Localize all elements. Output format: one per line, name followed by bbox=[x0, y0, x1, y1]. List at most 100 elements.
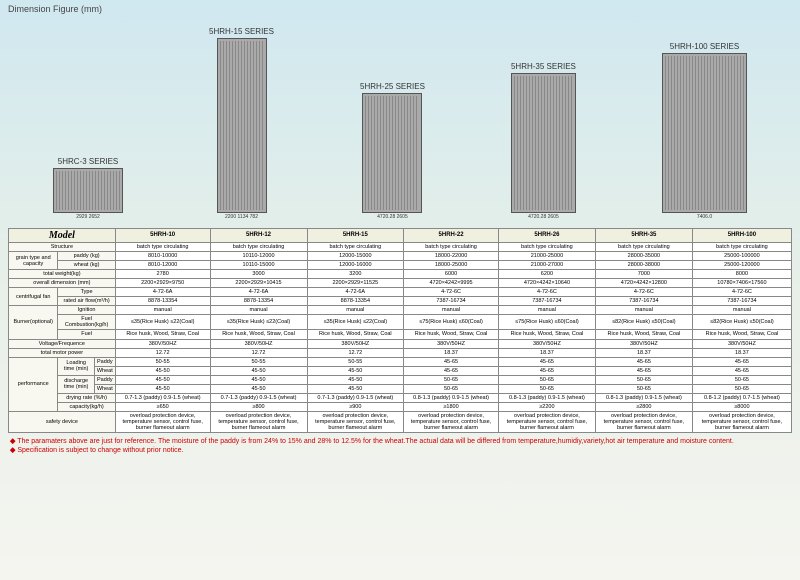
cell: 21000-25000 bbox=[498, 252, 595, 261]
machine-diagram bbox=[362, 93, 422, 213]
cell: 45-65 bbox=[692, 357, 791, 366]
cell: 45-50 bbox=[210, 375, 307, 384]
cell: 45-50 bbox=[115, 366, 210, 375]
cell: ≤35(Rice Husk) ≤22(Coal) bbox=[210, 315, 307, 330]
cell: 45-50 bbox=[307, 366, 404, 375]
cell: 45-50 bbox=[307, 375, 404, 384]
cell: 2780 bbox=[115, 270, 210, 279]
cell: 2200×2929×11525 bbox=[307, 279, 404, 288]
cell: 8878-13354 bbox=[307, 297, 404, 306]
row-label: Fuel bbox=[58, 330, 115, 339]
cell: 45-65 bbox=[498, 357, 595, 366]
cell: 18.37 bbox=[498, 348, 595, 357]
cell: manual bbox=[404, 306, 499, 315]
dimension-label: 7406.0 bbox=[697, 214, 712, 220]
cell: 2200×2929×10415 bbox=[210, 279, 307, 288]
cell: batch type circulating bbox=[498, 243, 595, 252]
series-label: 5HRH-25 SERIES bbox=[360, 82, 425, 91]
cell: 45-65 bbox=[595, 366, 692, 375]
spec-table: Model 5HRH-10 5HRH-12 5HRH-15 5HRH-22 5H… bbox=[8, 228, 792, 433]
cell: overload protection device, temperature … bbox=[595, 411, 692, 432]
cell: 50-55 bbox=[210, 357, 307, 366]
cell: ≥800 bbox=[210, 402, 307, 411]
cell: 18.37 bbox=[404, 348, 499, 357]
row-label: Paddy bbox=[94, 357, 115, 366]
cell: overload protection device, temperature … bbox=[404, 411, 499, 432]
cell: 4-72-6A bbox=[115, 288, 210, 297]
cell: 4720×4242×9995 bbox=[404, 279, 499, 288]
cell: 10780×7406×17560 bbox=[692, 279, 791, 288]
cell: 45-65 bbox=[404, 366, 499, 375]
cell: 50-65 bbox=[692, 375, 791, 384]
cell: 18.37 bbox=[595, 348, 692, 357]
col-header: 5HRH-22 bbox=[404, 229, 499, 243]
row-label: paddy (kg) bbox=[58, 252, 115, 261]
cell: 28000-38000 bbox=[595, 261, 692, 270]
cell: 45-65 bbox=[692, 366, 791, 375]
cell: 4-72-6A bbox=[210, 288, 307, 297]
cell: manual bbox=[115, 306, 210, 315]
cell: 21000-27000 bbox=[498, 261, 595, 270]
cell: 7387-16734 bbox=[498, 297, 595, 306]
cell: manual bbox=[595, 306, 692, 315]
cell: 50-65 bbox=[595, 384, 692, 393]
row-label: safety device bbox=[9, 411, 116, 432]
cell: 12.72 bbox=[210, 348, 307, 357]
cell: batch type circulating bbox=[210, 243, 307, 252]
row-label: overall dimension (mm) bbox=[9, 279, 116, 288]
cell: Rice husk, Wood, Straw, Coal bbox=[692, 330, 791, 339]
cell: 50-65 bbox=[595, 375, 692, 384]
cell: 4-72-6A bbox=[307, 288, 404, 297]
cell: 0.8-1.3 (paddy) 0.9-1.5 (wheat) bbox=[595, 393, 692, 402]
cell: 7387-16734 bbox=[595, 297, 692, 306]
cell: 45-50 bbox=[210, 366, 307, 375]
group-label: centrifugal fan bbox=[9, 288, 58, 306]
cell: 8000 bbox=[692, 270, 791, 279]
col-header: 5HRH-12 bbox=[210, 229, 307, 243]
cell: overload protection device, temperature … bbox=[307, 411, 404, 432]
cell: 7387-16734 bbox=[692, 297, 791, 306]
cell: 380V/50HZ bbox=[692, 339, 791, 348]
cell: ≤75(Rice Husk) ≤60(Coal) bbox=[404, 315, 499, 330]
cell: 50-65 bbox=[404, 375, 499, 384]
cell: 50-65 bbox=[498, 375, 595, 384]
cell: 380V/50HZ bbox=[307, 339, 404, 348]
cell: 8878-13354 bbox=[115, 297, 210, 306]
sub-group: Loading time (min) bbox=[58, 357, 94, 375]
diagram-group: 5HRH-35 SERIES4720.28 2605 bbox=[511, 62, 576, 220]
cell: 0.8-1.2 (paddy) 0.7-1.5 (wheat) bbox=[692, 393, 791, 402]
cell: ≤82(Rice Husk) ≤50(Coal) bbox=[692, 315, 791, 330]
cell: 28000-35000 bbox=[595, 252, 692, 261]
cell: Rice husk, Wood, Straw, Coal bbox=[115, 330, 210, 339]
group-label: grain type and capacity bbox=[9, 252, 58, 270]
cell: 50-65 bbox=[404, 384, 499, 393]
cell: 4-72-6C bbox=[595, 288, 692, 297]
row-label: Wheat bbox=[94, 384, 115, 393]
cell: 380V/50HZ bbox=[498, 339, 595, 348]
cell: 3200 bbox=[307, 270, 404, 279]
machine-diagram bbox=[53, 168, 123, 213]
cell: 25000-100000 bbox=[692, 252, 791, 261]
cell: ≥2800 bbox=[595, 402, 692, 411]
cell: 18.37 bbox=[692, 348, 791, 357]
cell: 18000-25000 bbox=[404, 261, 499, 270]
dimension-label: 4720.28 2605 bbox=[528, 214, 559, 220]
cell: 4720×4242×10640 bbox=[498, 279, 595, 288]
cell: 3000 bbox=[210, 270, 307, 279]
diagram-area: 5HRC-3 SERIES2929 26525HRH-15 SERIES2200… bbox=[0, 18, 800, 228]
note-text: The paramaters above are just for refere… bbox=[17, 438, 734, 445]
cell: 50-55 bbox=[115, 357, 210, 366]
cell: manual bbox=[692, 306, 791, 315]
cell: 25000-120000 bbox=[692, 261, 791, 270]
machine-diagram bbox=[511, 73, 576, 213]
cell: 18000-22000 bbox=[404, 252, 499, 261]
diagram-group: 5HRH-100 SERIES7406.0 bbox=[662, 42, 747, 220]
cell: 8010-12000 bbox=[115, 261, 210, 270]
row-label: Ignition bbox=[58, 306, 115, 315]
dimension-label: 4720.28 2605 bbox=[377, 214, 408, 220]
cell: 8878-13354 bbox=[210, 297, 307, 306]
cell: 10110-15000 bbox=[210, 261, 307, 270]
cell: 380V/50HZ bbox=[210, 339, 307, 348]
cell: 45-65 bbox=[498, 366, 595, 375]
cell: 6000 bbox=[404, 270, 499, 279]
